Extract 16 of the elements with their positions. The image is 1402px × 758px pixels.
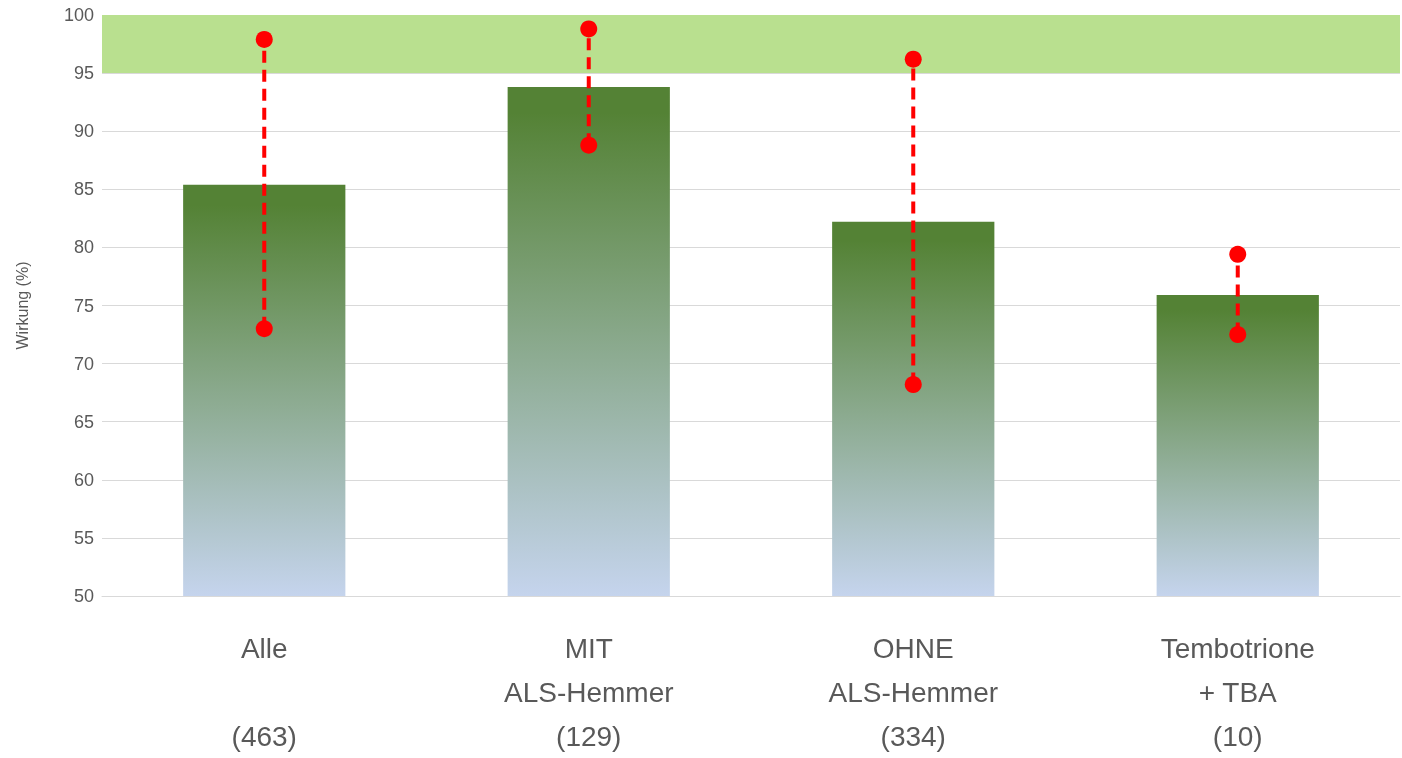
y-tick-label: 50 bbox=[73, 586, 94, 606]
category-label: Alle (463) bbox=[231, 632, 297, 752]
y-tick-label: 80 bbox=[73, 237, 94, 258]
y-tick-label: 90 bbox=[73, 121, 94, 142]
y-tick-label: 60 bbox=[73, 469, 94, 490]
x-tick-label: Tembotrione + TBA (10) bbox=[1160, 632, 1315, 752]
y-tick-label: 95 bbox=[73, 63, 94, 84]
y-tick-label: 75 bbox=[73, 295, 94, 316]
y-axis-title: Wirkung (%) bbox=[13, 261, 31, 350]
x-tick-label: MIT ALS-Hemmer (129) bbox=[503, 632, 674, 752]
y-tick-label: 55 bbox=[73, 527, 94, 548]
x-tick-label: OHNE ALS-Hemmer (334) bbox=[828, 632, 999, 752]
y-tick-label: 100 bbox=[63, 5, 94, 25]
y-tick-label: 65 bbox=[73, 411, 94, 432]
y-tick-label: 85 bbox=[73, 179, 94, 200]
y-tick-label: 70 bbox=[73, 353, 94, 374]
